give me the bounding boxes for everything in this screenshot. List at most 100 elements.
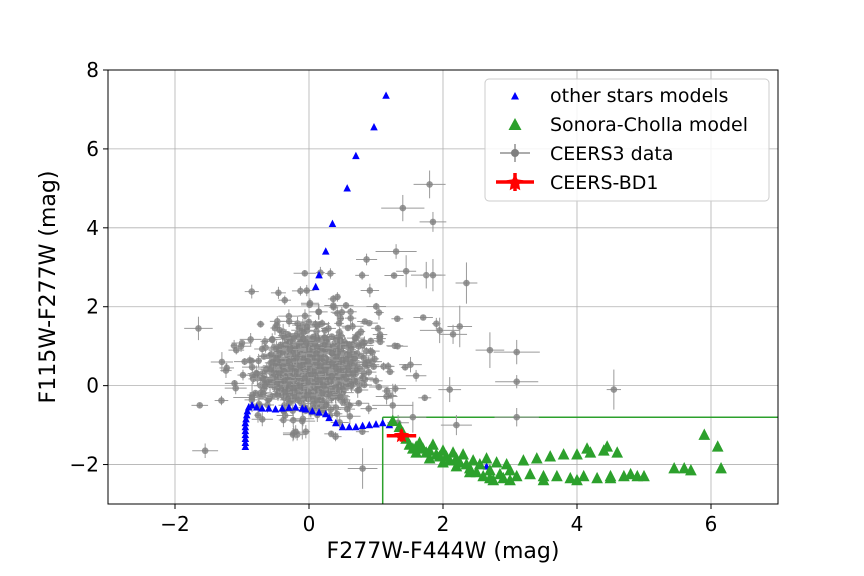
other-stars-model-point	[311, 282, 320, 291]
other-stars-model-point	[285, 403, 293, 411]
other-stars-model-point	[241, 426, 250, 435]
ceers3-data-point	[356, 253, 378, 266]
y-tick-label: 4	[86, 216, 99, 240]
ceers3-data-point	[272, 324, 287, 336]
ceers3-data-point	[267, 357, 278, 368]
sonora-cholla-model-point	[668, 461, 680, 474]
sonora-cholla-model-point	[484, 471, 496, 484]
ceers3-data-point	[360, 403, 378, 415]
ceers3-data-point	[321, 401, 330, 409]
other-stars-model-point	[278, 404, 286, 412]
sonora-cholla-model-point	[517, 454, 530, 466]
x-axis-label: F277W-F444W (mag)	[327, 539, 560, 564]
sonora-cholla-model-point	[601, 440, 613, 452]
sonora-cholla-model-point	[624, 467, 637, 480]
sonora-cholla-model-point	[581, 442, 593, 454]
other-stars-model-point	[241, 434, 250, 443]
ceers3-data-point	[278, 295, 292, 305]
ceers3-data-point	[321, 327, 329, 334]
ceers3-data-point	[382, 387, 392, 395]
y-tick-label: −2	[70, 453, 99, 477]
ceers3-data-point	[327, 349, 338, 357]
sonora-cholla-model-point	[423, 452, 436, 464]
legend-label-sonora-cholla: Sonora-Cholla model	[550, 114, 748, 136]
ceers3-data-point	[317, 396, 326, 407]
ceers3-data-point	[339, 340, 359, 348]
other-stars-model-point	[241, 418, 250, 427]
ceers3-data-point	[254, 341, 271, 357]
sonora-cholla-model-point	[484, 463, 496, 476]
ceers3-data-point	[253, 382, 277, 390]
legend: other stars models Sonora-Cholla model C…	[484, 78, 770, 202]
ceers3-data-point	[332, 306, 343, 321]
other-stars-model-point	[252, 403, 261, 411]
ceers3-data-point	[184, 316, 213, 341]
ceers3-data-point	[224, 380, 245, 387]
other-stars-model-point	[291, 403, 300, 411]
selection-box	[381, 416, 778, 504]
ceers3-data-point	[355, 428, 369, 435]
sonora-cholla-model-point	[715, 461, 727, 474]
other-stars-model-point	[370, 123, 378, 131]
ceers3-data-point	[419, 211, 447, 232]
other-stars-model-point	[271, 405, 280, 413]
ceers3-data-point	[400, 364, 410, 371]
ceers3-data-point	[348, 399, 369, 407]
ceers3-data-point	[381, 194, 425, 222]
ceers3-data-point	[295, 370, 315, 385]
other-stars-model-point	[321, 409, 330, 418]
ceers3-data-point	[339, 401, 356, 417]
legend-marker-other-stars	[511, 92, 519, 100]
sonora-cholla-model-point	[474, 458, 486, 470]
other-stars-model-point	[315, 270, 323, 279]
ceers3-data-point	[455, 262, 478, 304]
ceers3-data-point	[330, 384, 349, 396]
sonora-cholla-model-point	[524, 467, 536, 480]
ceers3-data-point	[384, 392, 397, 399]
x-tick-label: 4	[571, 512, 584, 536]
ceers3-data-point	[330, 389, 351, 404]
sonora-cholla-model-point	[685, 463, 697, 476]
sonora-cholla-model-point	[571, 473, 583, 486]
sonora-cholla-model-point	[537, 473, 550, 486]
ceers3-data-point	[290, 381, 298, 395]
ceers3-data-point	[251, 412, 273, 427]
ceers3-data-point	[418, 394, 432, 402]
ceers3-data-point	[413, 170, 446, 199]
other-stars-model-point	[241, 438, 250, 446]
ceers3-data-point	[366, 302, 386, 311]
x-tick-label: 0	[303, 512, 316, 536]
legend-marker-sonora-cholla	[508, 118, 522, 130]
ceers3-data-point	[192, 443, 219, 459]
other-stars-model-points	[241, 91, 491, 470]
ceers3-data-point	[315, 353, 326, 362]
other-stars-model-point	[382, 91, 390, 99]
ceers3-data-point	[282, 331, 295, 338]
ceers3-data-point	[191, 402, 209, 409]
ceers3-data-points	[184, 170, 622, 489]
y-tick-label: 6	[86, 137, 99, 161]
sonora-cholla-model-point	[698, 428, 711, 440]
other-stars-model-point	[352, 151, 360, 160]
ceers3-data-point	[385, 368, 395, 376]
sonora-cholla-model-point	[410, 446, 423, 458]
ceers3-data-point	[375, 244, 417, 259]
ceers3-data-point	[413, 314, 433, 321]
axis-ticks: −2 0 2 4 6 −2 0 2 4 6 8	[70, 58, 718, 536]
ceers3-data-point	[278, 344, 301, 355]
sonora-cholla-model-point	[477, 469, 490, 482]
ceers3-data-point	[311, 362, 330, 370]
sonora-cholla-model-point	[510, 469, 523, 482]
ceers3-data-point	[266, 336, 278, 344]
ceers3-data-point	[374, 305, 384, 320]
y-tick-label: 8	[86, 58, 99, 82]
ceers3-data-point	[237, 369, 249, 381]
ceers3-data-point	[298, 309, 312, 323]
other-stars-model-point	[241, 442, 250, 450]
ceers3-data-point	[290, 425, 301, 439]
ceers3-data-point	[306, 349, 327, 358]
ceers3-data-point	[337, 328, 345, 344]
ceers3-data-point	[327, 358, 337, 369]
ceers3-data-point	[272, 341, 290, 349]
